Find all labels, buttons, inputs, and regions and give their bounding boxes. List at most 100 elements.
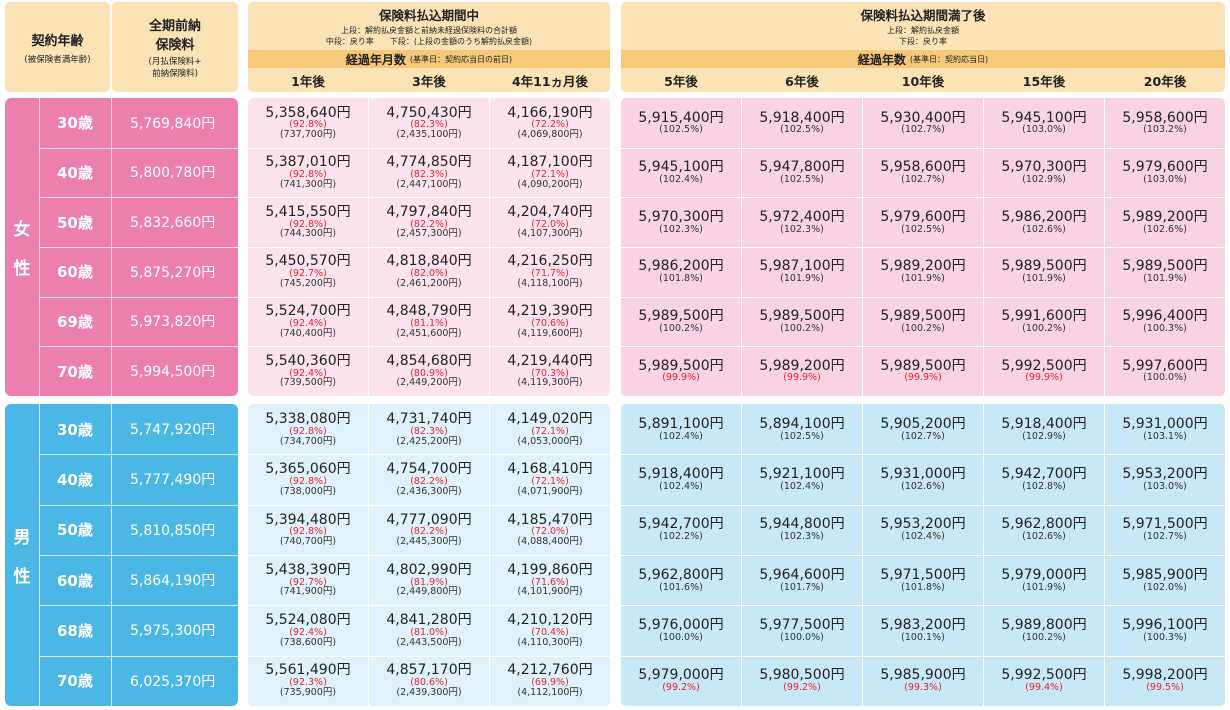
cell-amount: 5,991,600円 [1001,308,1087,325]
male-row-divider-during [248,605,610,607]
cell-rate: (101.9%) [780,273,824,285]
cell-amount: 5,962,800円 [638,566,724,583]
female-after-cell: 5,958,600円 (103.2%) [1105,98,1225,148]
cell-refund: (2,449,200円) [396,377,462,389]
cell-rate: (102.3%) [659,223,703,235]
female-row-divider-after [621,197,1225,199]
col-after-15y: 15年後 [1022,73,1066,89]
cell-amount: 5,970,300円 [638,208,724,225]
cell-amount: 5,358,640円 [265,104,351,121]
cell-amount: 4,754,700円 [386,461,472,478]
cell-rate: (99.9%) [662,372,700,384]
cell-amount: 4,731,740円 [386,410,472,427]
cell-amount: 4,802,990円 [386,561,472,578]
cell-rate: (102.5%) [780,124,824,136]
female-col-divider [489,98,490,396]
header-after: 保険料払込期間満了後 上段：解約払戻金額 下段：戻り率 経過年数 (基準日：契約… [621,2,1225,92]
cell-rate: (100.0%) [659,631,703,643]
female-during-cell: 4,750,430円 (82.3%) (2,435,100円) [369,98,489,148]
male-after-cell: 5,894,100円 (102.5%) [742,404,862,454]
male-col-divider [983,404,984,706]
male-age: 70歳 [57,672,93,691]
male-after-cell: 5,962,800円 (102.6%) [984,505,1104,555]
during-elapsed-note: (基準日：契約応当日の前日) [409,54,513,64]
female-total-premium: 5,994,500円 [130,364,216,381]
cell-rate: (102.5%) [659,124,703,136]
cell-amount: 5,985,900円 [880,667,966,684]
female-during-cell: 4,187,100円 (72.1%) (4,090,200円) [490,148,610,198]
female-row-divider-after [621,246,1225,248]
cell-amount: 4,797,840円 [386,203,472,220]
cell-amount: 5,997,600円 [1122,357,1208,374]
female-after-cell: 5,945,100円 (103.0%) [984,98,1104,148]
cell-refund: (2,425,200円) [396,435,462,447]
male-after-cell: 5,964,600円 (101.7%) [742,555,862,605]
female-after-cell: 5,992,500円 (99.9%) [984,346,1104,396]
cell-rate: (81.0%) [410,626,448,638]
cell-rate: (102.4%) [659,480,703,492]
cell-rate: (100.0%) [780,631,824,643]
cell-rate: (103.2%) [1143,124,1187,136]
cell-amount: 5,915,400円 [638,109,724,126]
cell-rate: (102.6%) [1022,223,1066,235]
cell-amount: 5,971,500円 [880,566,966,583]
cell-amount: 5,945,100円 [638,159,724,176]
female-label-2: 性 [13,259,31,279]
cell-amount: 4,187,100円 [507,154,593,171]
during-title: 保険料払込期間中 [378,8,479,23]
cell-amount: 5,450,570円 [265,253,351,270]
male-after-cell: 5,985,900円 (99.3%) [863,656,983,706]
cell-rate: (82.3%) [410,425,448,437]
male-after-cell: 5,977,500円 (100.0%) [742,605,862,655]
during-elapsed-label: 経過年月数 [345,52,406,67]
male-after-cell: 5,979,000円 (99.2%) [621,656,741,706]
cell-rate: (99.4%) [1025,682,1063,694]
cell-rate: (71.7%) [531,268,569,280]
cell-rate: (99.2%) [662,682,700,694]
cell-rate: (100.2%) [1022,631,1066,643]
cell-refund: (744,300円) [279,228,337,240]
female-during-cell: 4,219,390円 (70.6%) (4,119,600円) [490,297,610,347]
cell-rate: (92.8%) [289,475,327,487]
cell-refund: (4,101,900円) [517,586,583,598]
cell-rate: (102.7%) [901,173,945,185]
cell-amount: 5,986,200円 [638,258,724,275]
male-during-cell: 4,185,470円 (72.0%) (4,088,400円) [490,505,610,555]
female-after-cell: 5,958,600円 (102.7%) [863,148,983,198]
cell-rate: (99.9%) [904,372,942,384]
female-after-cell: 5,989,500円 (100.2%) [863,297,983,347]
cell-refund: (4,090,200円) [517,178,583,190]
male-during-cell: 5,561,490円 (92.3%) (735,900円) [248,656,368,706]
cell-amount: 5,989,500円 [638,357,724,374]
cell-rate: (72.1%) [531,475,569,487]
female-row-divider-after [621,147,1225,149]
cell-rate: (101.8%) [901,581,945,593]
male-after-cell: 5,905,200円 (102.7%) [863,404,983,454]
cell-amount: 5,998,200円 [1122,667,1208,684]
after-note-2: 下段：戻り率 [899,37,947,46]
cell-amount: 5,894,100円 [759,415,845,432]
cell-rate: (72.0%) [531,218,569,230]
female-after-cell: 5,989,500円 (99.9%) [863,346,983,396]
total-sub-2: 前納保険料) [152,69,198,79]
female-age: 70歳 [57,362,93,381]
female-during-cell: 4,216,250円 (71.7%) (4,118,100円) [490,247,610,297]
female-after-cell: 5,989,500円 (101.9%) [1105,247,1225,297]
cell-amount: 5,394,480円 [265,511,351,528]
cell-amount: 4,185,470円 [507,511,593,528]
cell-amount: 4,212,760円 [507,662,593,679]
cell-rate: (101.9%) [901,273,945,285]
age-subtitle: (被保険者満年齢) [24,54,91,65]
female-after-cell: 5,989,200円 (99.9%) [742,346,862,396]
cell-rate: (101.9%) [1143,273,1187,285]
cell-rate: (92.4%) [289,626,327,638]
cell-amount: 5,918,400円 [1001,415,1087,432]
male-row-divider-after [621,454,1225,456]
cell-amount: 5,561,490円 [265,662,351,679]
cell-amount: 5,989,500円 [1122,258,1208,275]
after-elapsed-bar: 経過年数 (基準日：契約応当日) [621,50,1225,68]
female-age: 50歳 [57,213,93,232]
cell-rate: (100.2%) [659,322,703,334]
female-after-cell: 5,989,200円 (101.9%) [863,247,983,297]
male-col-divider [862,404,863,706]
